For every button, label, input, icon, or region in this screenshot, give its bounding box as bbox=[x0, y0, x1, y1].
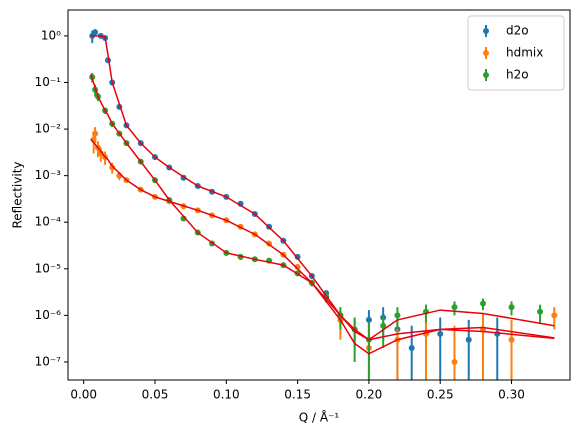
data-point bbox=[437, 330, 444, 337]
x-tick-label: 0.05 bbox=[142, 388, 169, 402]
data-point bbox=[451, 358, 458, 365]
data-point bbox=[97, 150, 104, 157]
y-tick-label: 10⁻² bbox=[35, 122, 62, 136]
data-point bbox=[494, 330, 501, 337]
y-tick-label: 10⁰ bbox=[41, 28, 61, 42]
x-tick-label: 0.00 bbox=[70, 388, 97, 402]
legend-label: hdmix bbox=[506, 46, 543, 60]
data-point bbox=[451, 304, 458, 311]
legend-swatch bbox=[483, 50, 489, 56]
legend-box bbox=[467, 15, 565, 91]
x-tick-label: 0.20 bbox=[356, 388, 383, 402]
data-point bbox=[465, 336, 472, 343]
data-point bbox=[480, 300, 487, 307]
x-tick-label: 0.15 bbox=[284, 388, 311, 402]
data-point bbox=[394, 312, 401, 319]
legend-label: d2o bbox=[506, 24, 529, 38]
data-point bbox=[92, 130, 99, 137]
y-tick-label: 10⁻⁶ bbox=[35, 308, 62, 322]
legend-swatch bbox=[483, 28, 489, 34]
x-tick-label: 0.10 bbox=[213, 388, 240, 402]
data-point bbox=[92, 29, 99, 36]
data-point bbox=[508, 336, 515, 343]
legend-label: h2o bbox=[506, 68, 529, 82]
y-axis-label: Reflectivity bbox=[11, 161, 25, 228]
x-tick-label: 0.25 bbox=[427, 388, 454, 402]
fit-line bbox=[90, 74, 555, 341]
x-tick-label: 0.30 bbox=[498, 388, 525, 402]
x-axis-label: Q / Å⁻¹ bbox=[299, 410, 340, 425]
legend-swatch bbox=[483, 72, 489, 78]
data-point bbox=[537, 308, 544, 315]
data-point bbox=[109, 164, 116, 171]
y-tick-label: 10⁻⁵ bbox=[35, 261, 62, 275]
plot-area bbox=[89, 29, 558, 380]
fit-line bbox=[90, 35, 555, 341]
y-tick-label: 10⁻⁷ bbox=[35, 354, 62, 368]
data-point bbox=[380, 322, 387, 329]
y-tick-label: 10⁻¹ bbox=[35, 75, 62, 89]
data-point bbox=[551, 312, 558, 319]
data-point bbox=[408, 344, 415, 351]
y-tick-label: 10⁻³ bbox=[35, 168, 62, 182]
data-point bbox=[365, 316, 372, 323]
fit-line bbox=[90, 138, 555, 355]
data-point bbox=[508, 304, 515, 311]
axes-frame bbox=[67, 9, 571, 381]
y-tick-label: 10⁻⁴ bbox=[35, 215, 62, 229]
